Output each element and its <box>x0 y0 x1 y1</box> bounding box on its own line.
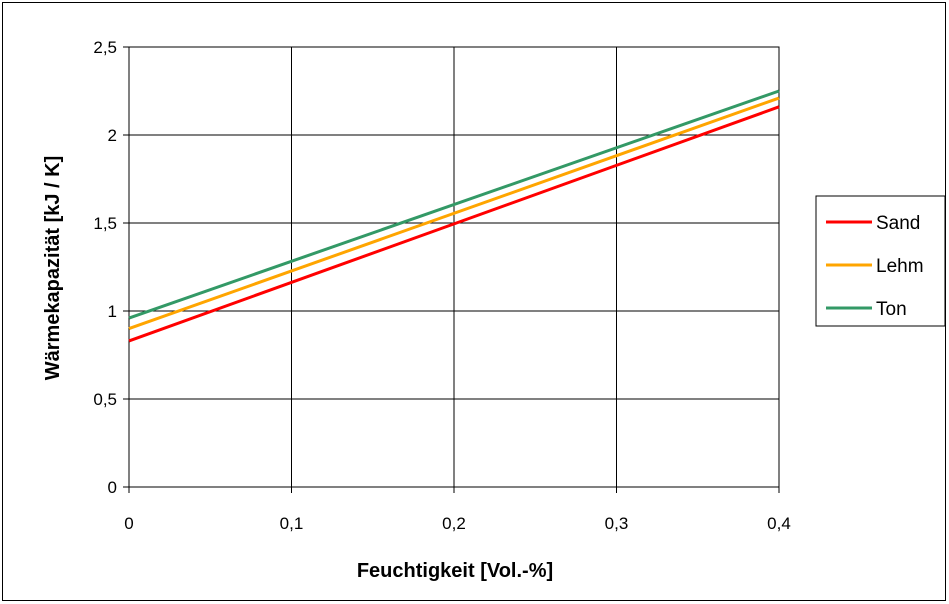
legend-label-ton: Ton <box>876 299 907 320</box>
y-axis-title: Wärmekapazität [kJ / K] <box>42 156 64 381</box>
legend: Sand Lehm Ton <box>815 195 946 327</box>
y-tick-label: 0 <box>108 478 117 497</box>
series-line-lehm <box>128 96 780 331</box>
series-lines <box>128 89 780 343</box>
x-axis-title: Feuchtigkeit [Vol.-%] <box>357 560 553 582</box>
y-axis-ticks: 0 0,5 1 1,5 2 2,5 <box>93 38 117 497</box>
legend-label-sand: Sand <box>876 213 920 234</box>
x-tick-label: 0,2 <box>442 514 466 533</box>
y-tick-label: 0,5 <box>93 390 117 409</box>
x-axis-ticks: 0 0,1 0,2 0,3 0,4 <box>124 514 791 533</box>
legend-label-lehm: Lehm <box>876 256 924 277</box>
x-tick-label: 0,1 <box>280 514 304 533</box>
series-line-ton <box>128 89 780 320</box>
x-tick-label: 0,3 <box>605 514 629 533</box>
x-tick-label: 0 <box>124 514 133 533</box>
series-line-sand <box>128 105 780 343</box>
grid <box>123 46 780 493</box>
plot-border <box>128 46 780 488</box>
y-tick-label: 1,5 <box>93 214 117 233</box>
legend-box <box>815 195 946 327</box>
y-tick-label: 2 <box>108 126 117 145</box>
x-tick-label: 0,4 <box>767 514 791 533</box>
y-tick-label: 1 <box>108 302 117 321</box>
y-tick-label: 2,5 <box>93 38 117 57</box>
